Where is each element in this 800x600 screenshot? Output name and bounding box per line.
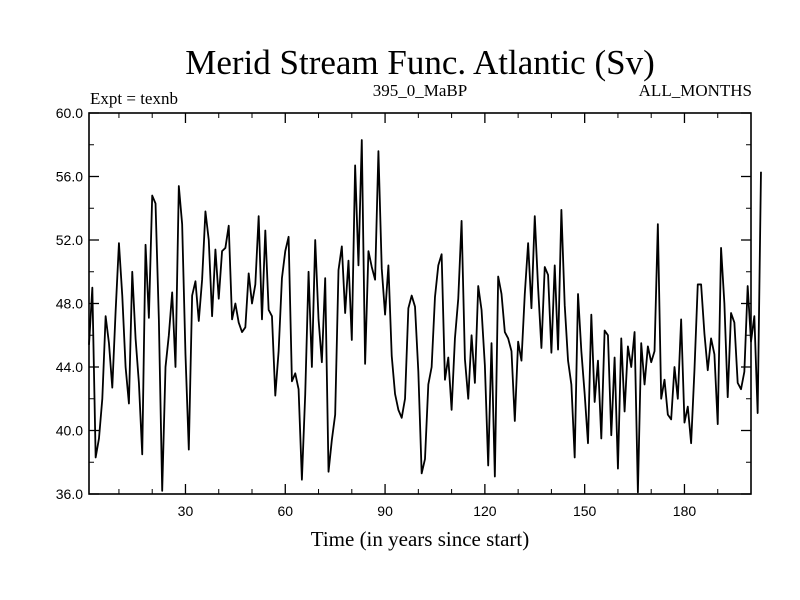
x-tick-label: 150 [573,503,597,519]
x-tick-label: 30 [178,503,194,519]
x-axis: 30 60 90 120 150 180 [118,113,719,519]
y-tick-label: 48.0 [56,296,83,312]
y-tick-label: 52.0 [56,232,83,248]
y-axis: 36.0 40.0 44.0 48.0 52.0 56.0 60.0 [56,105,751,502]
y-tick-label: 36.0 [56,486,83,502]
x-axis-label: Time (in years since start) [311,527,530,551]
subtitle-months: ALL_MONTHS [639,81,752,100]
y-tick-label: 44.0 [56,359,83,375]
series-layer [88,139,762,494]
plot-frame [88,112,752,495]
subtitle-experiment: Expt = texnb [90,89,178,108]
series-line-0 [88,139,762,494]
x-tick-label: 60 [277,503,293,519]
x-tick-label: 180 [673,503,697,519]
x-tick-label: 120 [473,503,497,519]
y-tick-label: 60.0 [56,105,83,121]
subtitle-run: 395_0_MaBP [373,81,467,100]
y-tick-label: 40.0 [56,423,83,439]
x-tick-label: 90 [377,503,393,519]
y-tick-label: 56.0 [56,169,83,185]
chart-title: Merid Stream Func. Atlantic (Sv) [185,43,655,82]
